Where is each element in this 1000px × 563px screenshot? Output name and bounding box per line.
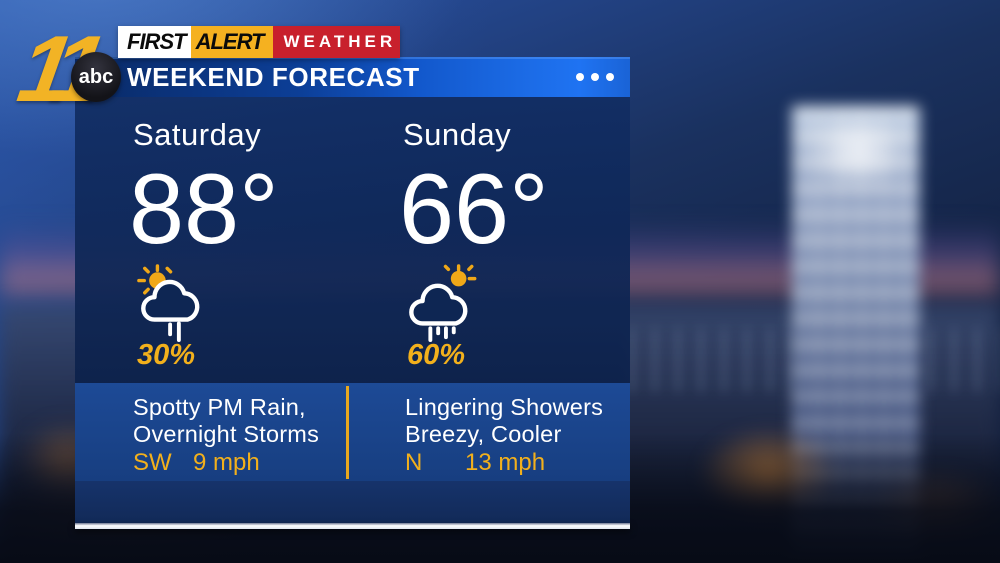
saturday-summary: Spotty PM Rain, Overnight Storms SW 9 mp…: [133, 383, 395, 481]
dot: [591, 73, 599, 81]
summary-text: Overnight Storms: [133, 421, 320, 447]
precip-chance: 60%: [407, 339, 466, 371]
sun-cloud-rain-icon: [137, 264, 200, 342]
wind-direction: SW: [133, 449, 172, 476]
dot: [576, 73, 584, 81]
badge-first-label: FIRST: [118, 26, 191, 58]
abc-network-logo: abc: [71, 52, 121, 102]
summary-text: Spotty PM Rain,: [133, 394, 306, 420]
precip-chance: 30%: [137, 339, 196, 371]
wind-speed: 13 mph: [465, 449, 546, 476]
badge-alert-label: ALERT: [190, 26, 273, 58]
summary-strip: Spotty PM Rain, Overnight Storms SW 9 mp…: [75, 383, 630, 481]
day-label: Saturday: [133, 117, 262, 152]
wind-speed: 9 mph: [193, 449, 260, 476]
skyscraper-lit-top: [806, 112, 910, 190]
cloud-rain-sun-icon: [409, 264, 477, 342]
sunday-summary: Lingering Showers Breezy, Cooler N 13 mp…: [405, 383, 667, 481]
column-divider: [346, 386, 349, 479]
summary-text: Lingering Showers: [405, 394, 604, 420]
dot: [606, 73, 614, 81]
ellipsis-menu-icon[interactable]: [576, 73, 614, 81]
wind-info: N 13 mph: [405, 449, 545, 477]
page-title: WEEKEND FORECAST: [127, 62, 420, 92]
badge-weather-label: WEATHER: [272, 26, 401, 58]
first-alert-weather-badge: FIRST ALERT WEATHER: [118, 26, 401, 58]
wind-direction: N: [405, 449, 423, 476]
forecast-panel: Saturday 88° 30% Sunday: [75, 97, 630, 383]
sunday-column: Sunday 66° 6: [399, 97, 658, 383]
panel-header-bar: WEEKEND FORECAST: [75, 57, 630, 97]
day-label: Sunday: [403, 117, 512, 152]
temperature-value: 66°: [399, 153, 549, 264]
temperature-value: 88°: [129, 153, 279, 264]
panel-footer-band: [75, 481, 630, 523]
saturday-column: Saturday 88° 30%: [129, 97, 388, 383]
summary-text: Breezy, Cooler: [405, 421, 562, 447]
panel-bottom-accent-line: [75, 523, 630, 529]
wind-info: SW 9 mph: [133, 449, 260, 477]
